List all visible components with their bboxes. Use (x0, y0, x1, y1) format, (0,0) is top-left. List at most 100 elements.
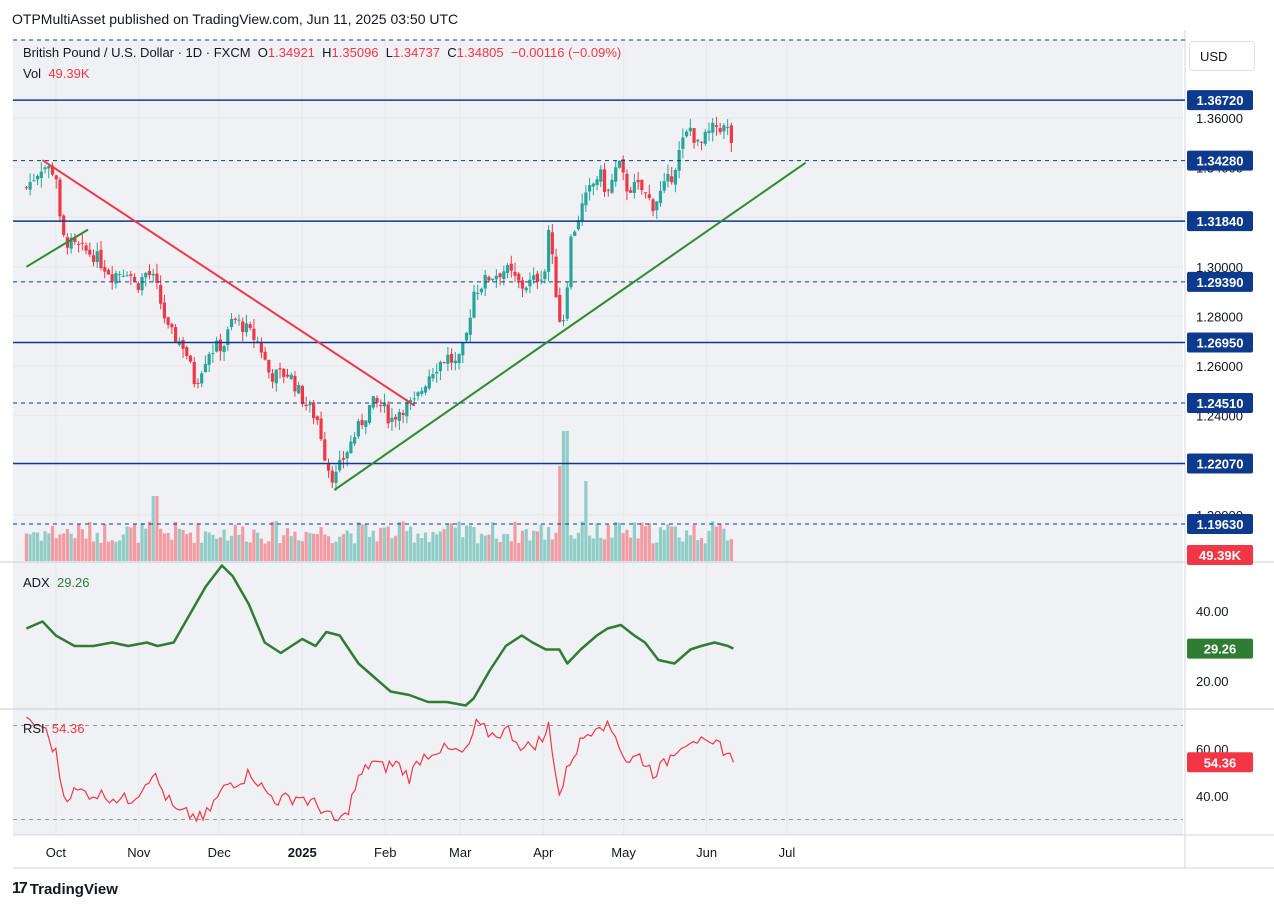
candle-body (476, 292, 480, 294)
candle-body (218, 339, 222, 352)
candle-body (73, 237, 77, 243)
candle-body (32, 180, 36, 182)
volume-bar (431, 532, 435, 561)
candle-body (450, 353, 454, 363)
candle-body (54, 175, 58, 180)
candle-body (494, 275, 498, 280)
candle-body (386, 404, 390, 424)
candle-body (412, 398, 416, 400)
volume-bar (397, 522, 401, 561)
candle-body (401, 412, 405, 415)
candle-body (442, 362, 446, 364)
vol-label: Vol (23, 66, 42, 81)
volume-bar (576, 532, 581, 561)
volume-bar (476, 543, 480, 561)
candle-body (356, 421, 360, 437)
candle-body (729, 125, 733, 143)
candle-body (617, 160, 622, 168)
volume-bar (151, 496, 155, 561)
volume-bar (386, 526, 390, 561)
volume-bar (513, 521, 517, 561)
time-axis-label: Nov (127, 845, 151, 860)
high-value: 1.35096 (331, 45, 379, 60)
volume-bar (282, 535, 286, 561)
candle-body (118, 274, 122, 276)
price-level-label: 1.31840 (1197, 214, 1244, 229)
volume-bar (726, 540, 730, 561)
volume-bar (349, 533, 353, 561)
volume-bar (670, 526, 674, 561)
open-label: O (257, 45, 268, 60)
candle-body (528, 279, 532, 287)
candle-body (509, 263, 513, 271)
volume-bar (647, 523, 651, 561)
volume-bar (408, 526, 413, 561)
candle-body (692, 128, 696, 143)
volume-bar (420, 538, 424, 561)
volume-bar (103, 523, 107, 561)
volume-bar (203, 531, 208, 561)
volume-bar (207, 532, 211, 561)
volume-bar (263, 543, 267, 561)
volume-bar (617, 522, 622, 561)
rsi-axis-label: 40.00 (1196, 789, 1229, 804)
candle-body (438, 362, 443, 372)
price-axis-label: 1.30000 (1196, 260, 1243, 275)
volume-bar (405, 530, 409, 561)
volume-bar (162, 533, 166, 561)
volume-bar (375, 541, 379, 561)
volume-bar (267, 541, 271, 561)
price-level-tag (1187, 513, 1253, 534)
candle-body (338, 459, 342, 471)
price-level-label: 1.29390 (1197, 275, 1244, 290)
volume-bar (606, 524, 610, 561)
candle-body (285, 374, 290, 377)
volume-bar (218, 537, 222, 561)
volume-bar (722, 528, 726, 561)
candle-body (423, 386, 428, 393)
candle-body (267, 359, 271, 373)
price-level-label: 1.24510 (1197, 396, 1244, 411)
price-level-tag (1187, 332, 1253, 353)
volume-bar (237, 534, 241, 561)
candle-body (367, 405, 372, 423)
volume-bar (416, 533, 420, 561)
volume-bar (155, 496, 159, 561)
volume-bar (565, 431, 569, 561)
volume-bar (502, 533, 506, 561)
candle-body (561, 320, 566, 322)
candle-body (375, 398, 379, 403)
volume-bar (177, 528, 181, 561)
candle-body (200, 373, 204, 384)
candle-body (215, 340, 219, 352)
volume-bar (450, 523, 454, 561)
volume-bar (625, 529, 629, 561)
volume-bar (315, 534, 319, 561)
candle-body (345, 452, 349, 459)
candle-body (379, 405, 383, 407)
volume-bar (673, 526, 678, 561)
volume-bar (688, 535, 692, 561)
candle-body (569, 236, 573, 288)
volume-bar (539, 524, 543, 561)
candle-body (681, 137, 685, 149)
price-level-tag (1187, 271, 1253, 292)
candle-body (35, 175, 40, 180)
volume-bar (520, 530, 525, 561)
candle-body (505, 264, 510, 274)
currency-selector[interactable]: USD (1189, 41, 1255, 71)
volume-bar (453, 527, 457, 561)
candle-body (405, 402, 409, 417)
volume-bar (546, 526, 551, 561)
candle-body (655, 201, 659, 211)
volume-bar (692, 525, 696, 561)
time-axis-label: Oct (46, 845, 67, 860)
candle-body (602, 169, 607, 192)
candle-body (565, 287, 569, 319)
volume-bar (65, 528, 70, 561)
volume-bar (435, 534, 439, 561)
candle-body (323, 439, 327, 461)
candle-body (629, 190, 633, 193)
volume-bar (696, 540, 700, 561)
